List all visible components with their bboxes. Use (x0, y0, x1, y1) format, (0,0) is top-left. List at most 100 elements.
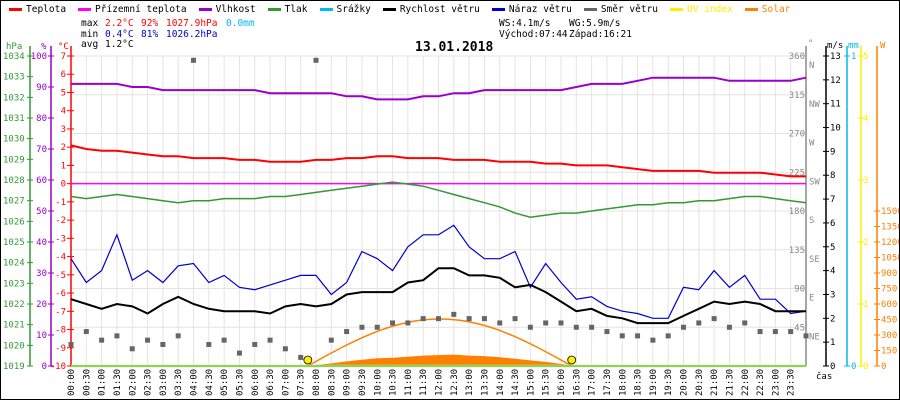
wind-speed-tick-label: 4 (830, 267, 835, 277)
time-tick-label: 12:30 (450, 369, 460, 396)
time-tick-label: 01:00 (98, 369, 108, 396)
wind-direction-point (803, 333, 809, 339)
direction-unit: ° (808, 39, 813, 49)
direction-tick-label: 135 (789, 246, 805, 256)
time-tick-label: 16:30 (572, 369, 582, 396)
direction-tick-label: 90 (794, 285, 805, 295)
direction-tick-label: 180 (789, 207, 805, 217)
wind-direction-point (175, 333, 181, 339)
time-tick-label: 02:00 (128, 369, 138, 396)
sun-marker (303, 355, 313, 365)
wind-direction-point (589, 324, 595, 330)
direction-compass-label: E (809, 294, 814, 304)
wind-direction-point (481, 316, 487, 322)
hpa-tick-label: 1027 (3, 197, 25, 207)
legend-swatch (382, 8, 396, 11)
wind-direction-point (114, 333, 120, 339)
time-tick-label: 10:00 (373, 369, 383, 396)
hpa-tick-label: 1034 (3, 52, 25, 62)
time-tick-label: 00:00 (67, 369, 77, 396)
wind-direction-point (772, 329, 778, 335)
wind-speed-tick-label: 13 (830, 52, 841, 62)
wind-direction-point (298, 354, 304, 360)
temp-tick-label: -7 (55, 307, 66, 317)
max-temp: 2.2°C (105, 18, 134, 29)
wind-direction-point (451, 311, 457, 317)
temperature-line (70, 144, 806, 178)
hpa-tick-label: 1021 (3, 321, 25, 331)
hpa-tick-label: 1029 (3, 155, 25, 165)
hpa-tick-label: 1032 (3, 93, 25, 103)
min-pressure: 1026.2hPa (166, 29, 218, 40)
sunrise: Východ:07:44 (499, 29, 568, 40)
legend-label: UV index (687, 4, 733, 15)
wind-direction-point (282, 346, 288, 352)
time-tick-label: 03:00 (159, 369, 169, 396)
wind-direction-point (405, 320, 411, 326)
legend-item: Rychlost větru (382, 4, 480, 15)
temp-tick-label: 4 (61, 107, 66, 117)
max-humidity: 92% (141, 18, 159, 29)
wind-direction-point (711, 316, 717, 322)
wind-direction-point (145, 337, 151, 343)
time-tick-label: 13:30 (480, 369, 490, 396)
rain-tick-label: 1 (851, 52, 856, 62)
direction-compass-label: SE (809, 255, 820, 265)
solar-tick-label: 1350 (881, 223, 899, 233)
temp-tick-label: -10 (50, 362, 66, 372)
wind-direction-point (635, 333, 641, 339)
solar-tick-label: 750 (881, 285, 897, 295)
hpa-tick-label: 1020 (3, 341, 25, 351)
time-tick-label: 13:00 (465, 369, 475, 396)
legend-label: Náraz větru (508, 4, 572, 15)
solar-tick-label: 900 (881, 269, 897, 279)
min-humidity: 81% (141, 29, 159, 40)
wind-direction-point (420, 316, 426, 322)
legend-label: Teplota (26, 4, 67, 15)
wind-direction-point (436, 316, 441, 322)
hpa-tick-label: 1026 (3, 217, 25, 227)
time-tick-label: 05:30 (235, 369, 245, 396)
wind-speed-tick-label: 5 (830, 243, 835, 253)
humidity-tick-label: 50 (36, 207, 47, 217)
wind-direction-point (221, 337, 227, 343)
time-tick-label: 22:30 (756, 369, 766, 396)
solar-tick-label: 150 (881, 347, 897, 357)
direction-tick-label: 315 (789, 91, 805, 101)
hpa-tick-label: 1031 (3, 114, 25, 124)
solar-tick-label: 600 (881, 300, 897, 310)
legend-item: Tlak (267, 4, 308, 15)
time-tick-label: 07:30 (297, 369, 307, 396)
time-tick-label: 21:00 (710, 369, 720, 396)
temp-tick-label: -5 (55, 271, 66, 281)
wind-direction-point (665, 333, 671, 339)
temp-tick-label: 6 (61, 70, 66, 80)
time-tick-label: 15:30 (542, 369, 552, 396)
wind-direction-point (191, 57, 196, 63)
wind-speed-tick-label: 3 (830, 290, 835, 300)
humidity-unit: % (41, 42, 47, 52)
wind-direction-point (527, 324, 533, 330)
direction-tick-label: 270 (789, 130, 805, 140)
solar-tick-label: 450 (881, 316, 897, 326)
wind-direction-point (681, 324, 686, 330)
wind-speed-tick-label: 8 (830, 171, 835, 181)
wind-speed-tick-label: 7 (830, 195, 835, 205)
wind-speed-tick-label: 2 (830, 314, 835, 324)
time-tick-label: 23:30 (787, 369, 797, 396)
time-tick-label: 09:00 (343, 369, 353, 396)
time-tick-label: 18:30 (634, 369, 644, 396)
time-tick-label: 05:00 (220, 369, 230, 396)
legend: Teplota Přízemní teplota Vlhkost Tlak Srážky… (9, 4, 790, 15)
temp-tick-label: -4 (55, 253, 66, 263)
hpa-tick-label: 1025 (3, 238, 25, 248)
temp-tick-label: 7 (61, 52, 66, 62)
uv-tick-label: 5 (863, 52, 868, 62)
wind-direction-point (573, 324, 579, 330)
avg-temp: 1.2°C (105, 39, 134, 50)
time-tick-label: 08:30 (327, 369, 337, 396)
wind-direction-point (252, 341, 258, 347)
max-pressure: 1027.9hPa (166, 18, 218, 29)
direction-compass-label: SW (809, 177, 820, 187)
